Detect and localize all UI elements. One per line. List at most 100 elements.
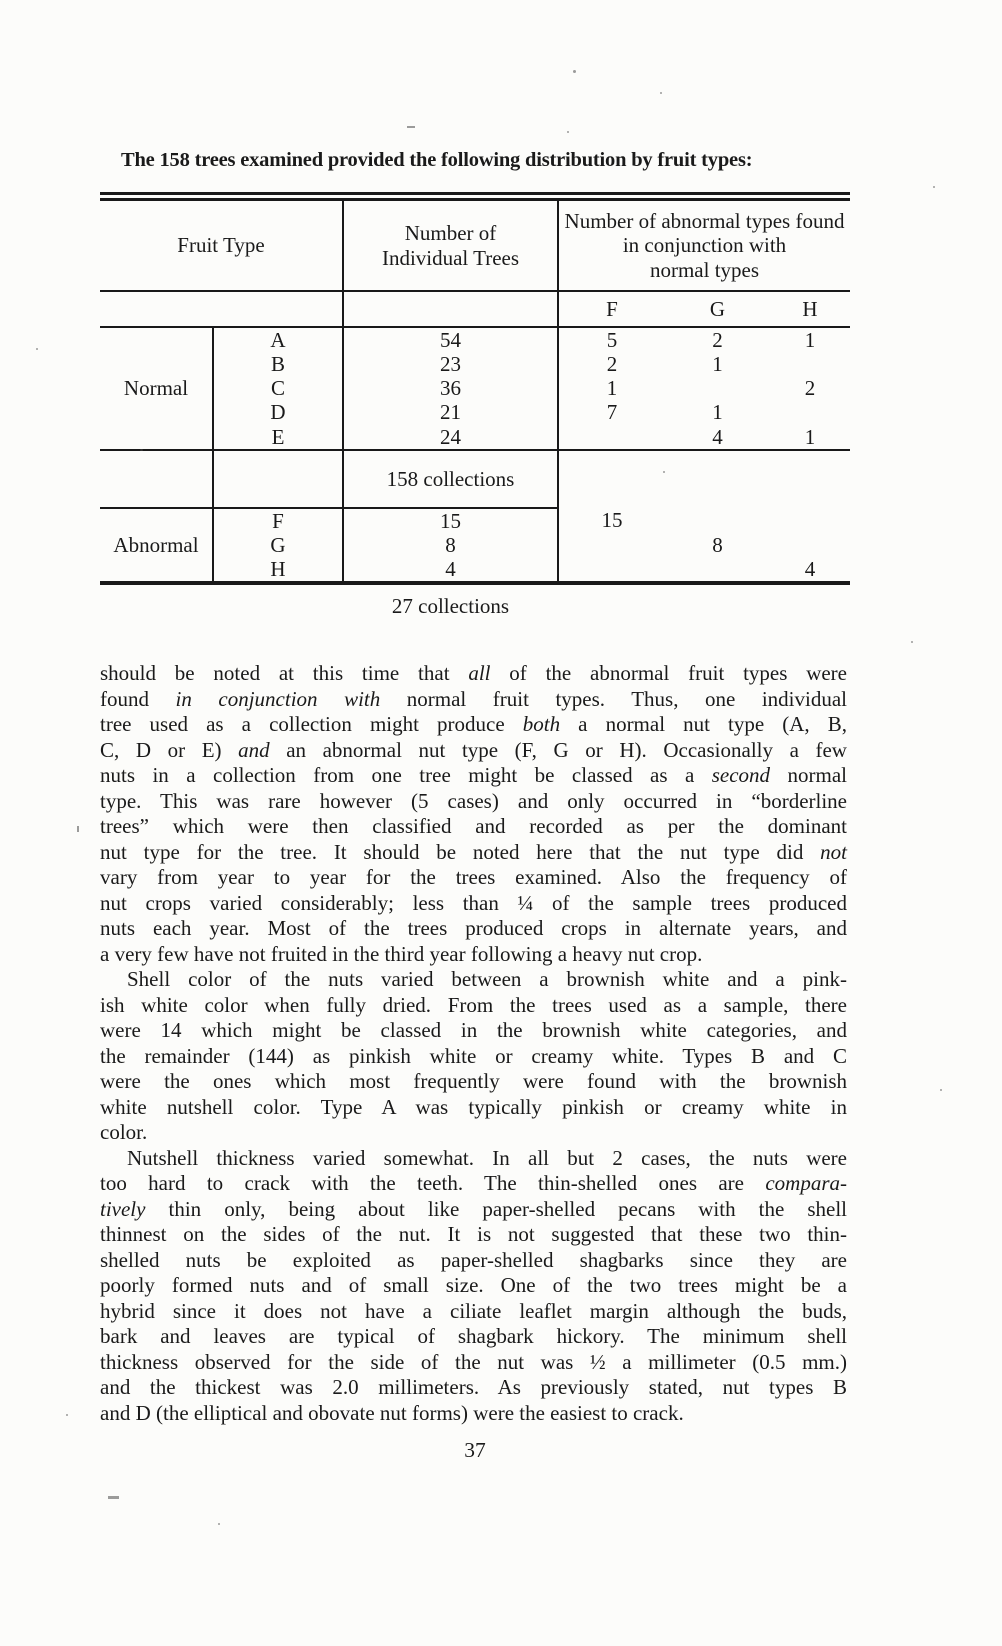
header-individual-trees: Number of Individual Trees	[343, 201, 559, 292]
scan-speck	[77, 826, 79, 832]
text-line: tree used as a collection might produce …	[100, 712, 847, 736]
text-line: thinnest on the sides of the nut. It is …	[100, 1222, 847, 1246]
cell-g: 1	[712, 400, 723, 425]
cell-h	[770, 508, 850, 533]
scan-speck	[573, 70, 576, 73]
subheader-empty	[100, 291, 344, 328]
fruit-distribution-table: Fruit Type Number of Individual Trees Nu…	[100, 201, 851, 586]
cell-empty	[558, 450, 665, 508]
normal-total: 158 collections	[343, 449, 559, 509]
cell-letter: A	[213, 327, 344, 353]
cell-empty	[665, 450, 770, 508]
cell-g	[665, 557, 770, 583]
cell-f: 1	[606, 376, 618, 401]
fruit-type-table: Fruit Type Number of Individual Trees Nu…	[100, 192, 851, 586]
text-line: and D (the elliptical and obovate nut fo…	[100, 1400, 684, 1425]
table-top-double-rule	[100, 192, 850, 201]
cell-letter: E	[213, 424, 344, 451]
cell-f: 5	[606, 328, 618, 352]
subheader-empty	[343, 291, 559, 328]
text-line: ish white color when fully dried. From t…	[100, 992, 847, 1017]
text-line: were 14 which might be classed in the br…	[100, 1018, 847, 1042]
cell-g: 8	[712, 532, 723, 557]
abnormal-label: Abnormal	[100, 507, 214, 584]
cell-f	[558, 424, 665, 451]
subheader-f: F	[558, 291, 665, 328]
text-line: nuts each year. Most of the trees produc…	[100, 916, 847, 940]
text-line: nut type for the tree. It should be note…	[100, 839, 847, 864]
table-row-normal-b: B 23 2 1	[100, 352, 850, 377]
cell-f: 2	[606, 352, 618, 377]
text-line: should be noted at this time that all of…	[100, 661, 847, 685]
cell-g	[665, 508, 770, 533]
cell-letter: H	[213, 556, 344, 584]
text-line: too hard to crack with the teeth. The th…	[100, 1171, 847, 1195]
table-caption: The 158 trees examined provided the foll…	[121, 149, 753, 171]
cell-h: 2	[804, 376, 816, 401]
cell-trees: 36	[343, 376, 559, 401]
normal-label: Normal	[100, 327, 214, 451]
cell-letter: F	[213, 507, 344, 533]
cell-trees: 23	[343, 352, 559, 377]
table-row-normal-c: C 36 1 2	[100, 376, 850, 401]
scan-speck	[911, 641, 913, 643]
text-line: nuts in a collection from one tree might…	[100, 763, 847, 787]
cell-f: 7	[606, 400, 618, 425]
text-line: poorly formed nuts and of small size. On…	[100, 1273, 847, 1297]
cell-letter: C	[213, 376, 344, 401]
cell-letter: D	[213, 400, 344, 425]
text-line: Nutshell thickness varied somewhat. In a…	[127, 1145, 847, 1170]
text-line: shelled nuts be exploited as paper-shell…	[100, 1247, 847, 1272]
body-text: should be noted at this time that all of…	[100, 661, 847, 1426]
text-line: and the thickest was 2.0 millimeters. As…	[100, 1375, 847, 1399]
cell-f	[558, 533, 665, 557]
cell-g: 4	[665, 424, 770, 451]
text-line: hybrid since it does not have a ciliate …	[100, 1298, 847, 1323]
table-row-normal-total: 158 collections	[100, 449, 850, 509]
cell-empty	[213, 449, 344, 509]
text-line: the remainder (144) as pinkish white or …	[100, 1043, 847, 1068]
cell-g	[665, 376, 770, 400]
cell-empty	[770, 450, 850, 508]
page-number: 37	[464, 1438, 486, 1462]
header-fruit-type: Fruit Type	[100, 201, 344, 292]
cell-h	[770, 352, 850, 376]
cell-trees: 15	[343, 507, 559, 533]
scan-speck	[660, 92, 662, 94]
table-row-normal-e: E 24 4 1	[100, 424, 851, 451]
text-line: vary from year to year for the trees exa…	[100, 865, 847, 889]
scan-speck	[108, 1496, 119, 1499]
text-line: color.	[100, 1120, 148, 1144]
text-line: tively thin only, being about like paper…	[100, 1196, 847, 1221]
text-line: were the ones which most frequently were…	[100, 1069, 847, 1093]
cell-h: 4	[804, 556, 816, 581]
table-row-normal-a: Normal A 54 5 2 1	[100, 327, 850, 451]
paragraph-3: Nutshell thickness varied somewhat. In a…	[100, 1146, 847, 1427]
table-row-normal-d: D 21 7 1	[100, 400, 850, 425]
text-line: thickness observed for the side of the n…	[100, 1349, 847, 1374]
table-row-abnormal-h: H 4 4	[100, 556, 850, 584]
cell-trees: 24	[343, 424, 559, 451]
scan-speck	[940, 1089, 942, 1091]
cell-h: 1	[804, 328, 816, 352]
text-line: a very few have not fruited in the third…	[100, 941, 703, 966]
scan-speck	[36, 348, 38, 350]
table-subheader-row: F G H	[100, 291, 851, 328]
paragraph-2: Shell color of the nuts varied between a…	[100, 967, 847, 1146]
scan-speck	[933, 186, 935, 188]
cell-f	[558, 557, 665, 583]
scan-speck	[407, 126, 415, 128]
cell-f: 15	[601, 508, 623, 533]
cell-empty	[100, 449, 214, 509]
text-line: C, D or E) and an abnormal nut type (F, …	[100, 737, 847, 762]
cell-g: 1	[712, 352, 723, 377]
abnormal-total: 27 collections	[391, 594, 510, 618]
scan-speck	[663, 471, 665, 473]
scan-speck	[218, 1523, 220, 1525]
text-line: found in conjunction with normal fruit t…	[100, 686, 847, 711]
cell-letter: B	[213, 352, 344, 377]
text-line: type. This was rare however (5 cases) an…	[100, 788, 847, 813]
table-row-abnormal-g: G 8 8	[100, 532, 850, 557]
cell-h: 1	[770, 424, 851, 451]
